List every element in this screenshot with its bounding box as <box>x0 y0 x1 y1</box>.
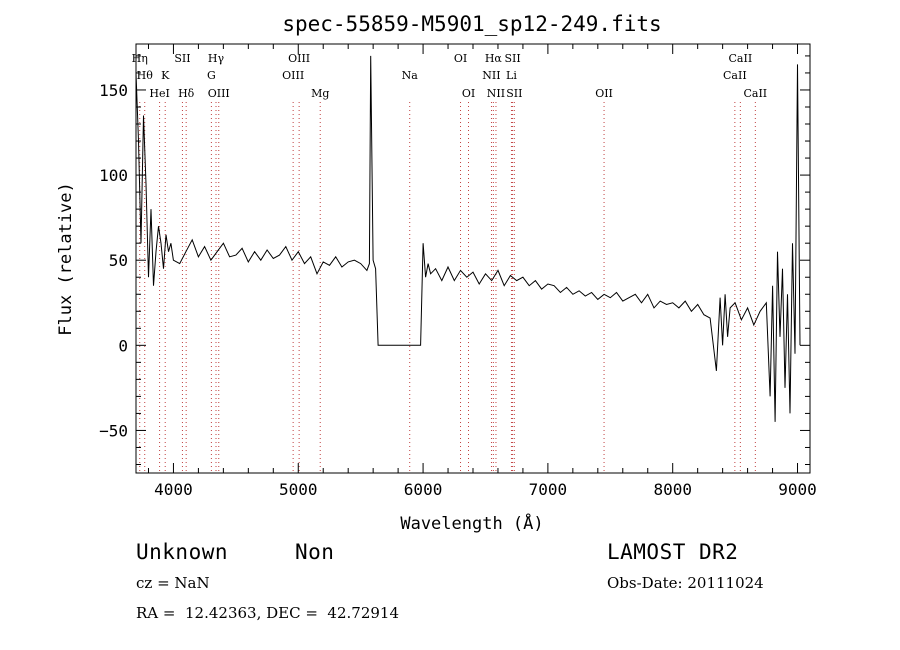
spectrum-line <box>135 55 801 422</box>
spectral-line-label: G <box>207 69 216 82</box>
spectral-line-label: CaII <box>729 52 753 65</box>
x-tick-label: 7000 <box>529 480 568 499</box>
plot-frame <box>135 43 811 474</box>
coordinates: RA = 12.42363, DEC = 42.72914 <box>136 604 400 622</box>
spectral-line-label: OI <box>462 87 475 100</box>
redshift-value: cz = NaN <box>136 574 210 592</box>
x-tick-label: 6000 <box>404 480 443 499</box>
y-tick-label: 50 <box>109 251 128 270</box>
spectral-line-label: Hα <box>485 52 503 65</box>
spectral-line-label: Hδ <box>178 87 195 100</box>
x-tick-label: 4000 <box>154 480 193 499</box>
x-tick-label: 9000 <box>778 480 817 499</box>
survey-name: LAMOST DR2 <box>607 540 739 564</box>
y-tick-label: 100 <box>99 166 128 185</box>
spectral-line-label: Hη <box>132 52 148 65</box>
spectral-line-label: OIII <box>208 87 230 100</box>
spectral-line-label: HeI <box>149 87 169 100</box>
x-tick-label: 8000 <box>653 480 692 499</box>
spectral-line-label: Li <box>506 69 517 82</box>
spectral-line-markers: Hη Hθ HeI K SII Hδ G Hγ OIII OIII OIII Mg Na OI OI NII H… <box>132 52 767 473</box>
object-subclass: Non <box>295 540 335 564</box>
spectral-line-label: Hγ <box>208 52 225 65</box>
spectral-line-label: SII <box>506 87 522 100</box>
spectral-line-label: OII <box>595 87 613 100</box>
spectral-line-label: K <box>161 69 170 82</box>
y-tick-label: −50 <box>99 421 128 440</box>
y-tick-label: 150 <box>99 81 128 100</box>
spectral-line-label: NII <box>482 69 500 82</box>
observation-date: Obs-Date: 20111024 <box>607 574 764 592</box>
axis-ticks: 4000 5000 6000 7000 8000 9000 −50 0 50 100 150 <box>99 44 817 499</box>
y-tick-label: 0 <box>118 336 128 355</box>
spectral-line-label: Mg <box>311 87 329 100</box>
y-axis-label: Flux (relative) <box>56 182 76 336</box>
spectral-line-label: CaII <box>743 87 767 100</box>
spectral-line-label: Hθ <box>137 69 154 82</box>
spectral-line-label: OIII <box>282 69 304 82</box>
spectral-line-label: NII <box>487 87 505 100</box>
spectral-line-label: SII <box>174 52 190 65</box>
x-axis-label: Wavelength (Å) <box>400 512 543 534</box>
spectral-line-label: CaII <box>723 69 747 82</box>
spectral-line-label: Na <box>402 69 419 82</box>
chart-title: spec-55859-M5901_sp12-249.fits <box>282 12 661 36</box>
spectral-line-label: SII <box>504 52 520 65</box>
spectral-line-label: OIII <box>288 52 310 65</box>
spectral-line-label: OI <box>454 52 467 65</box>
object-class: Unknown <box>136 540 229 564</box>
x-tick-label: 5000 <box>279 480 318 499</box>
